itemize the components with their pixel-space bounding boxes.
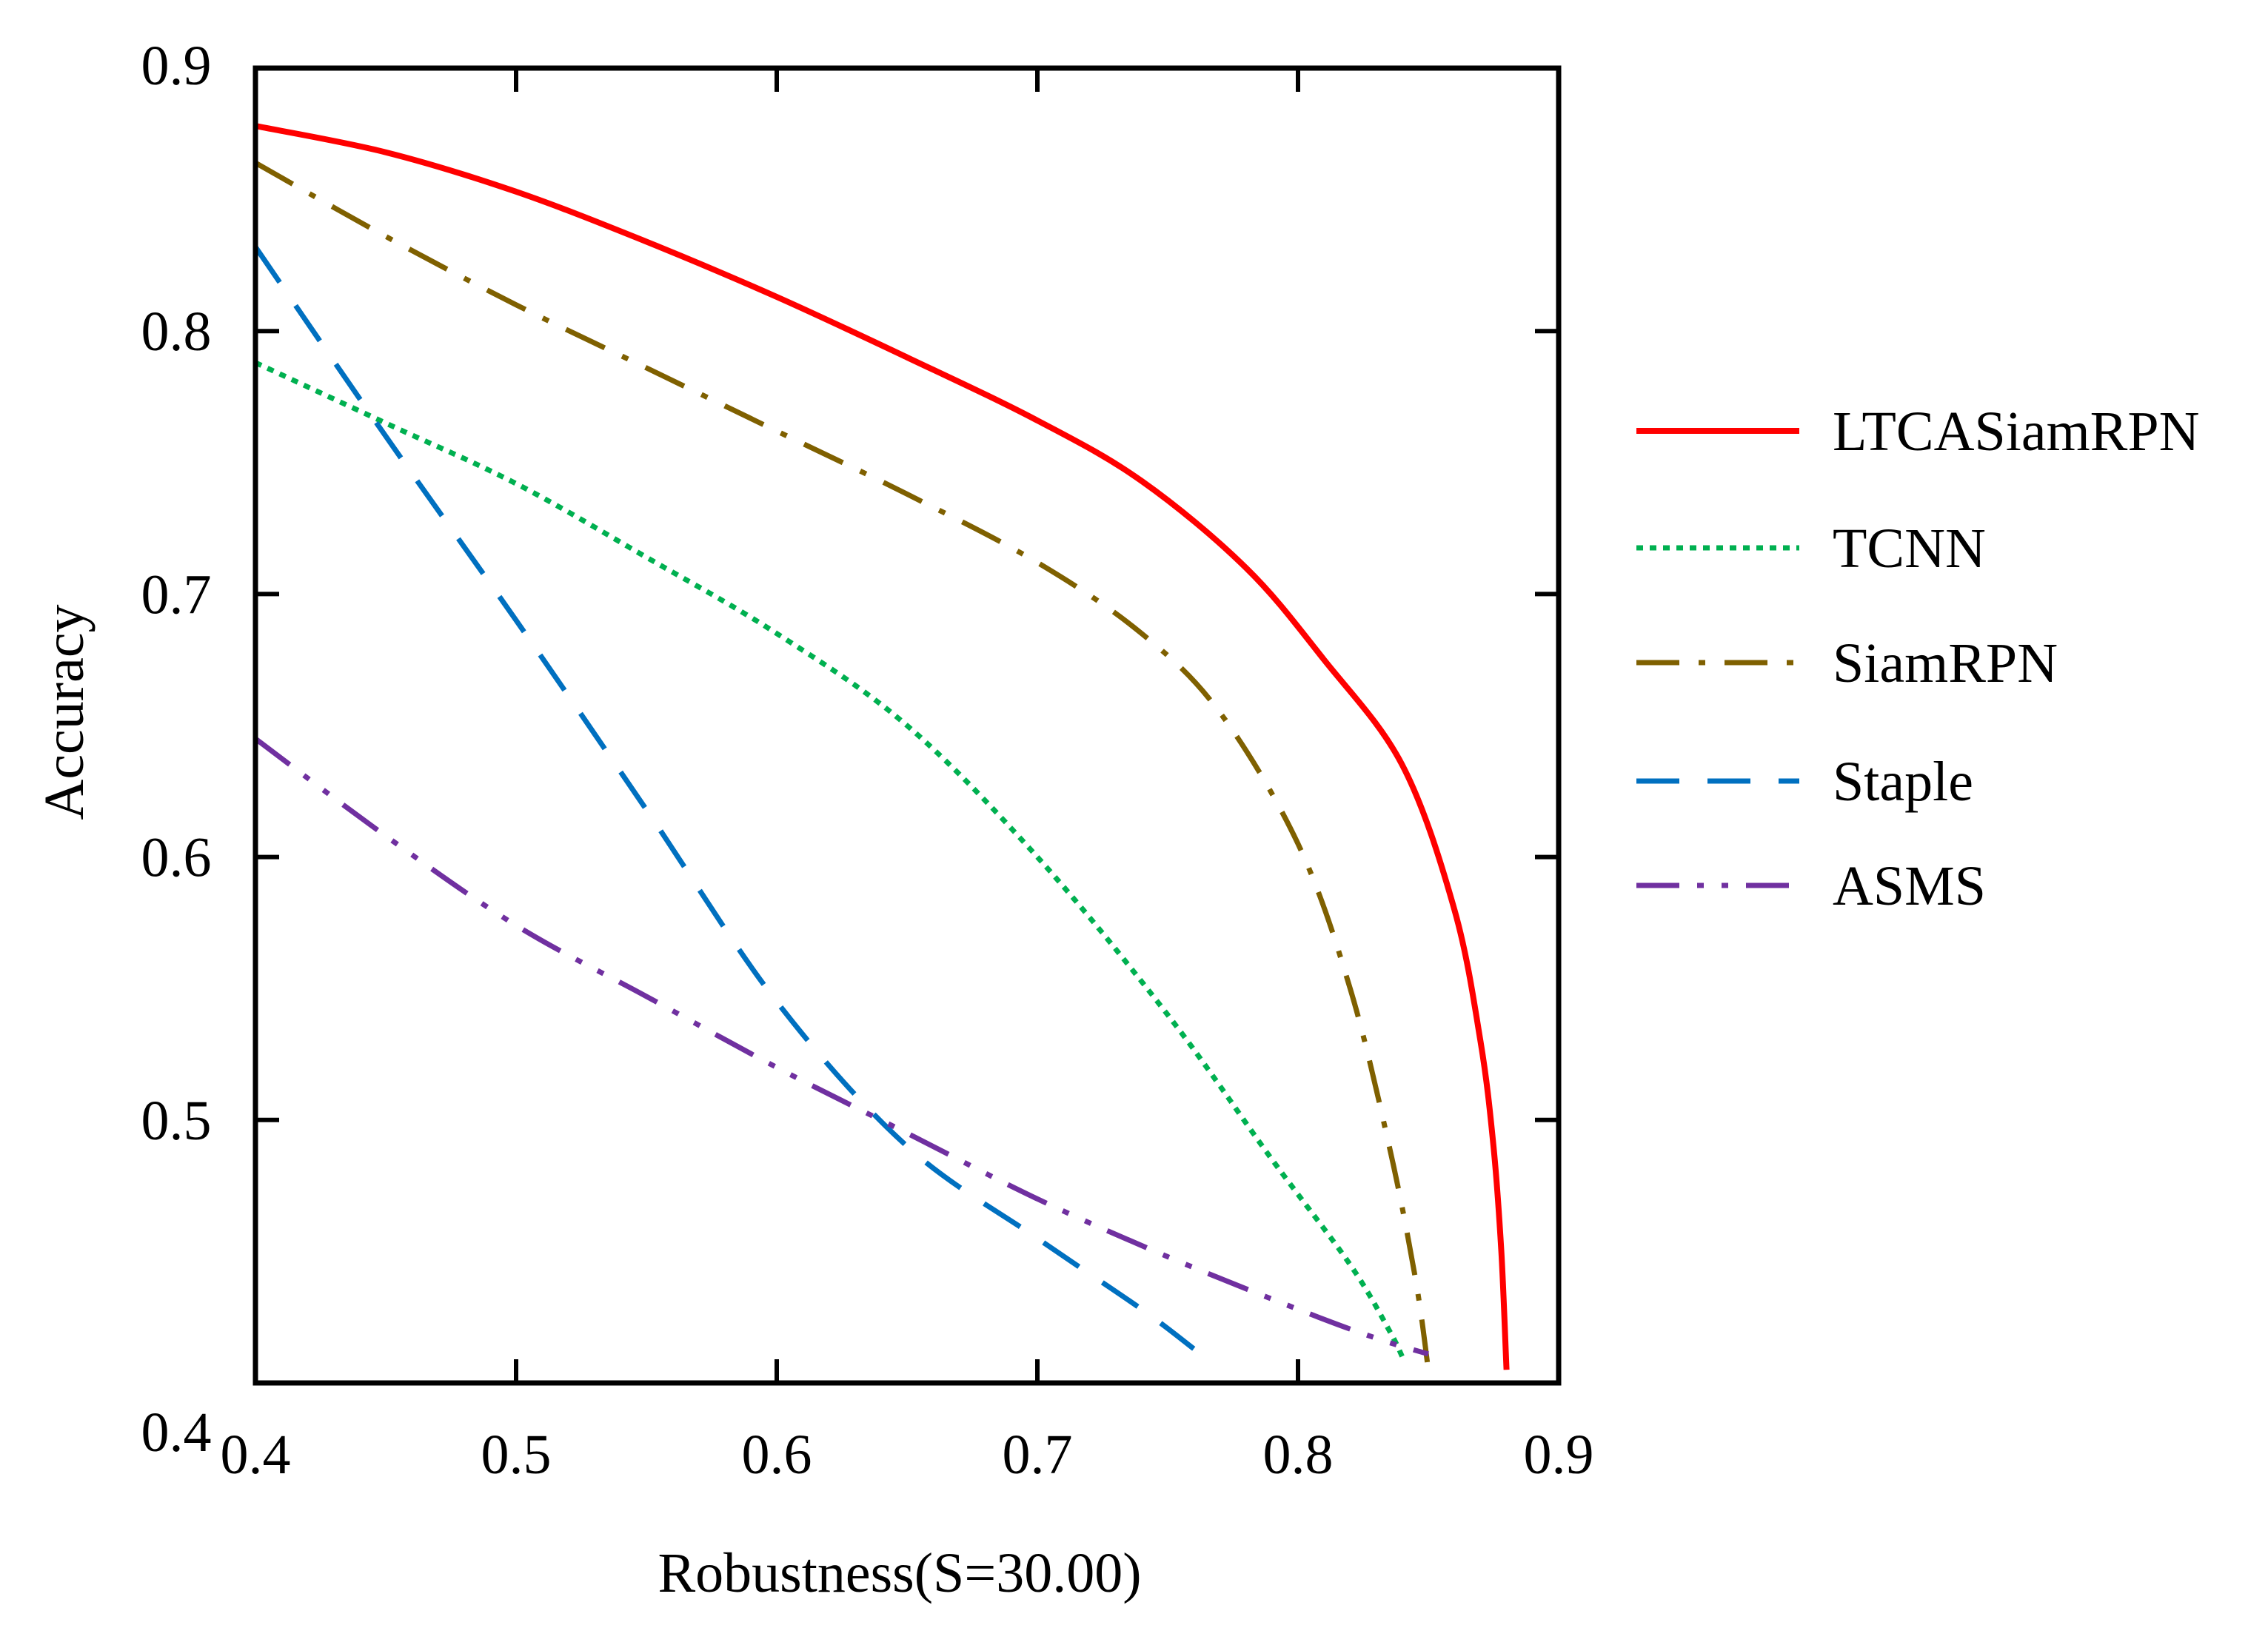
x-tick-label: 0.7	[1003, 1424, 1073, 1486]
series-line-tcnn	[254, 360, 1405, 1359]
legend: LTCASiamRPN TCNN SiamRPN Staple ASMS	[1636, 401, 2200, 917]
legend-label-ltcasiamrpn: LTCASiamRPN	[1833, 401, 2200, 463]
x-axis-title: Robustness(S=30.00)	[658, 1542, 1141, 1604]
x-tick-label: 0.9	[1524, 1424, 1594, 1486]
tick-layer: 0.4 0.5 0.6 0.7 0.8 0.9 0.4 0.5 0.6 0.7 0.8 0.9	[141, 35, 1594, 1486]
series-line-ltcasiamrpn	[255, 123, 1510, 1370]
series-line-staple	[253, 245, 1196, 1351]
series-layer	[253, 123, 1510, 1370]
y-tick-label: 0.6	[141, 827, 212, 889]
y-axis-title: Accuracy	[33, 604, 96, 820]
x-tick-label: 0.6	[742, 1424, 812, 1486]
legend-label-siamrpn: SiamRPN	[1833, 632, 2058, 694]
legend-label-tcnn: TCNN	[1833, 517, 1986, 580]
legend-label-asms: ASMS	[1833, 855, 1986, 917]
y-tick-label: 0.7	[141, 563, 212, 626]
y-tick-label: 0.5	[141, 1090, 212, 1152]
y-tick-label: 0.9	[141, 35, 212, 97]
x-tick-label: 0.4	[221, 1424, 291, 1486]
series-line-siamrpn	[254, 160, 1431, 1370]
y-tick-label: 0.4	[141, 1401, 212, 1464]
legend-label-staple: Staple	[1833, 751, 1973, 813]
x-tick-label: 0.5	[481, 1424, 552, 1486]
x-tick-label: 0.8	[1263, 1424, 1334, 1486]
series-line-asms	[253, 736, 1430, 1357]
y-tick-label: 0.8	[141, 301, 212, 363]
plot-frame	[252, 65, 1562, 1386]
